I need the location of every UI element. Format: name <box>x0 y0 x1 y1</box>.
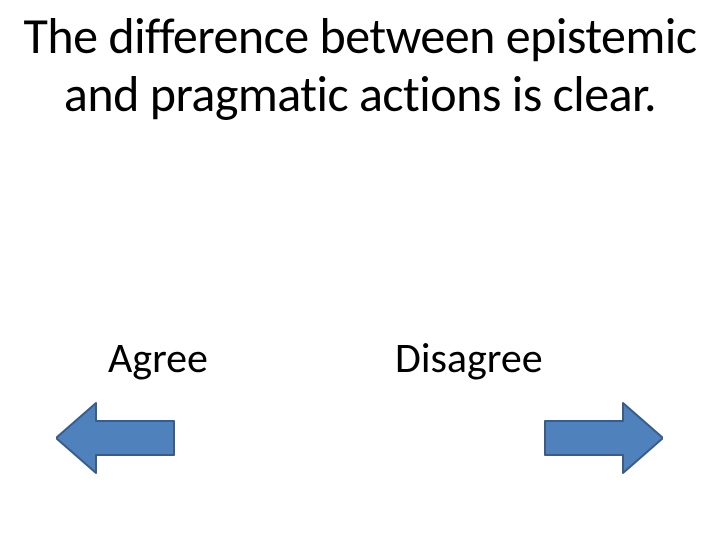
arrow-right-icon <box>543 398 663 478</box>
arrow-left-icon <box>56 398 176 478</box>
agree-label: Agree <box>108 333 208 384</box>
disagree-arrow-button[interactable] <box>543 398 663 483</box>
slide-title: The difference between epistemic and pra… <box>0 8 720 123</box>
disagree-label: Disagree <box>395 333 543 384</box>
agree-arrow-button[interactable] <box>56 398 176 483</box>
